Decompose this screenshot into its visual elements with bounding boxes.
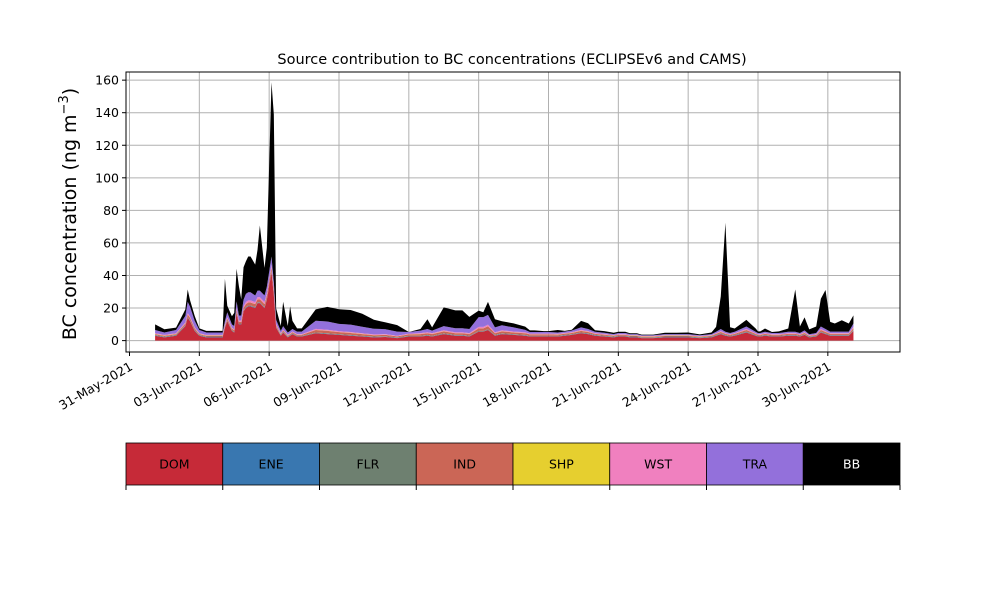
grid-layer	[126, 72, 900, 352]
legend-swatch-dom	[125, 442, 224, 486]
y-axis-label: BC concentration (ng m−3)	[57, 88, 81, 340]
area-series-dom	[155, 272, 854, 341]
legend-label-wst: WST	[644, 457, 672, 472]
x-tick-label: 09-Jun-2021	[270, 359, 344, 410]
legend-swatch-ind	[415, 442, 514, 486]
x-tick-label: 24-Jun-2021	[620, 359, 694, 410]
legend-label-dom: DOM	[159, 457, 189, 472]
y-tick-label: 160	[95, 73, 119, 88]
stacked-area-layer	[155, 82, 854, 341]
legend-swatch-flr	[319, 442, 417, 486]
x-tick-label: 27-Jun-2021	[689, 359, 763, 410]
y-tick-label: 60	[103, 235, 119, 250]
legend-label-ene: ENE	[259, 457, 284, 472]
x-tick-label: 31-May-2021	[56, 359, 135, 413]
legend-swatch-bb	[802, 442, 901, 486]
y-tick-label: 20	[103, 301, 119, 316]
legend-label-shp: SHP	[549, 457, 574, 472]
legend-swatch-wst	[609, 442, 707, 486]
y-tick-label: 100	[95, 170, 119, 185]
x-tick-label: 21-Jun-2021	[550, 359, 624, 410]
legend-swatch-shp	[512, 442, 611, 486]
y-tick-label: 80	[103, 203, 119, 218]
legend-label-bb: BB	[843, 457, 860, 472]
y-tick-label: 120	[95, 138, 119, 153]
legend-label-tra: TRA	[742, 457, 768, 472]
y-tick-label: 40	[103, 268, 119, 283]
legend-swatch-ene	[222, 442, 320, 486]
x-tick-label: 30-Jun-2021	[759, 359, 833, 410]
axes-layer: 0 20 40 60 80 100 120 140 160 31-May-202103-Jun-2…	[56, 71, 901, 413]
area-series-bb	[155, 82, 854, 336]
x-tick-label: 06-Jun-2021	[201, 359, 275, 410]
plot-frame	[125, 71, 901, 353]
legend-swatch-tra	[706, 442, 804, 486]
legend-label-flr: FLR	[356, 457, 379, 472]
y-tick-label: 0	[111, 333, 119, 348]
legend-label-ind: IND	[453, 457, 476, 472]
x-tick-label: 03-Jun-2021	[131, 359, 205, 410]
y-tick-label: 140	[95, 105, 119, 120]
x-tick-label: 12-Jun-2021	[340, 359, 414, 410]
x-tick-label: 18-Jun-2021	[480, 359, 554, 410]
x-tick-label: 15-Jun-2021	[410, 359, 484, 410]
chart-title: Source contribution to BC concentrations…	[277, 52, 746, 68]
legend-colorbar: DOM ENE FLR IND SHP WST TRA BB	[125, 442, 901, 490]
